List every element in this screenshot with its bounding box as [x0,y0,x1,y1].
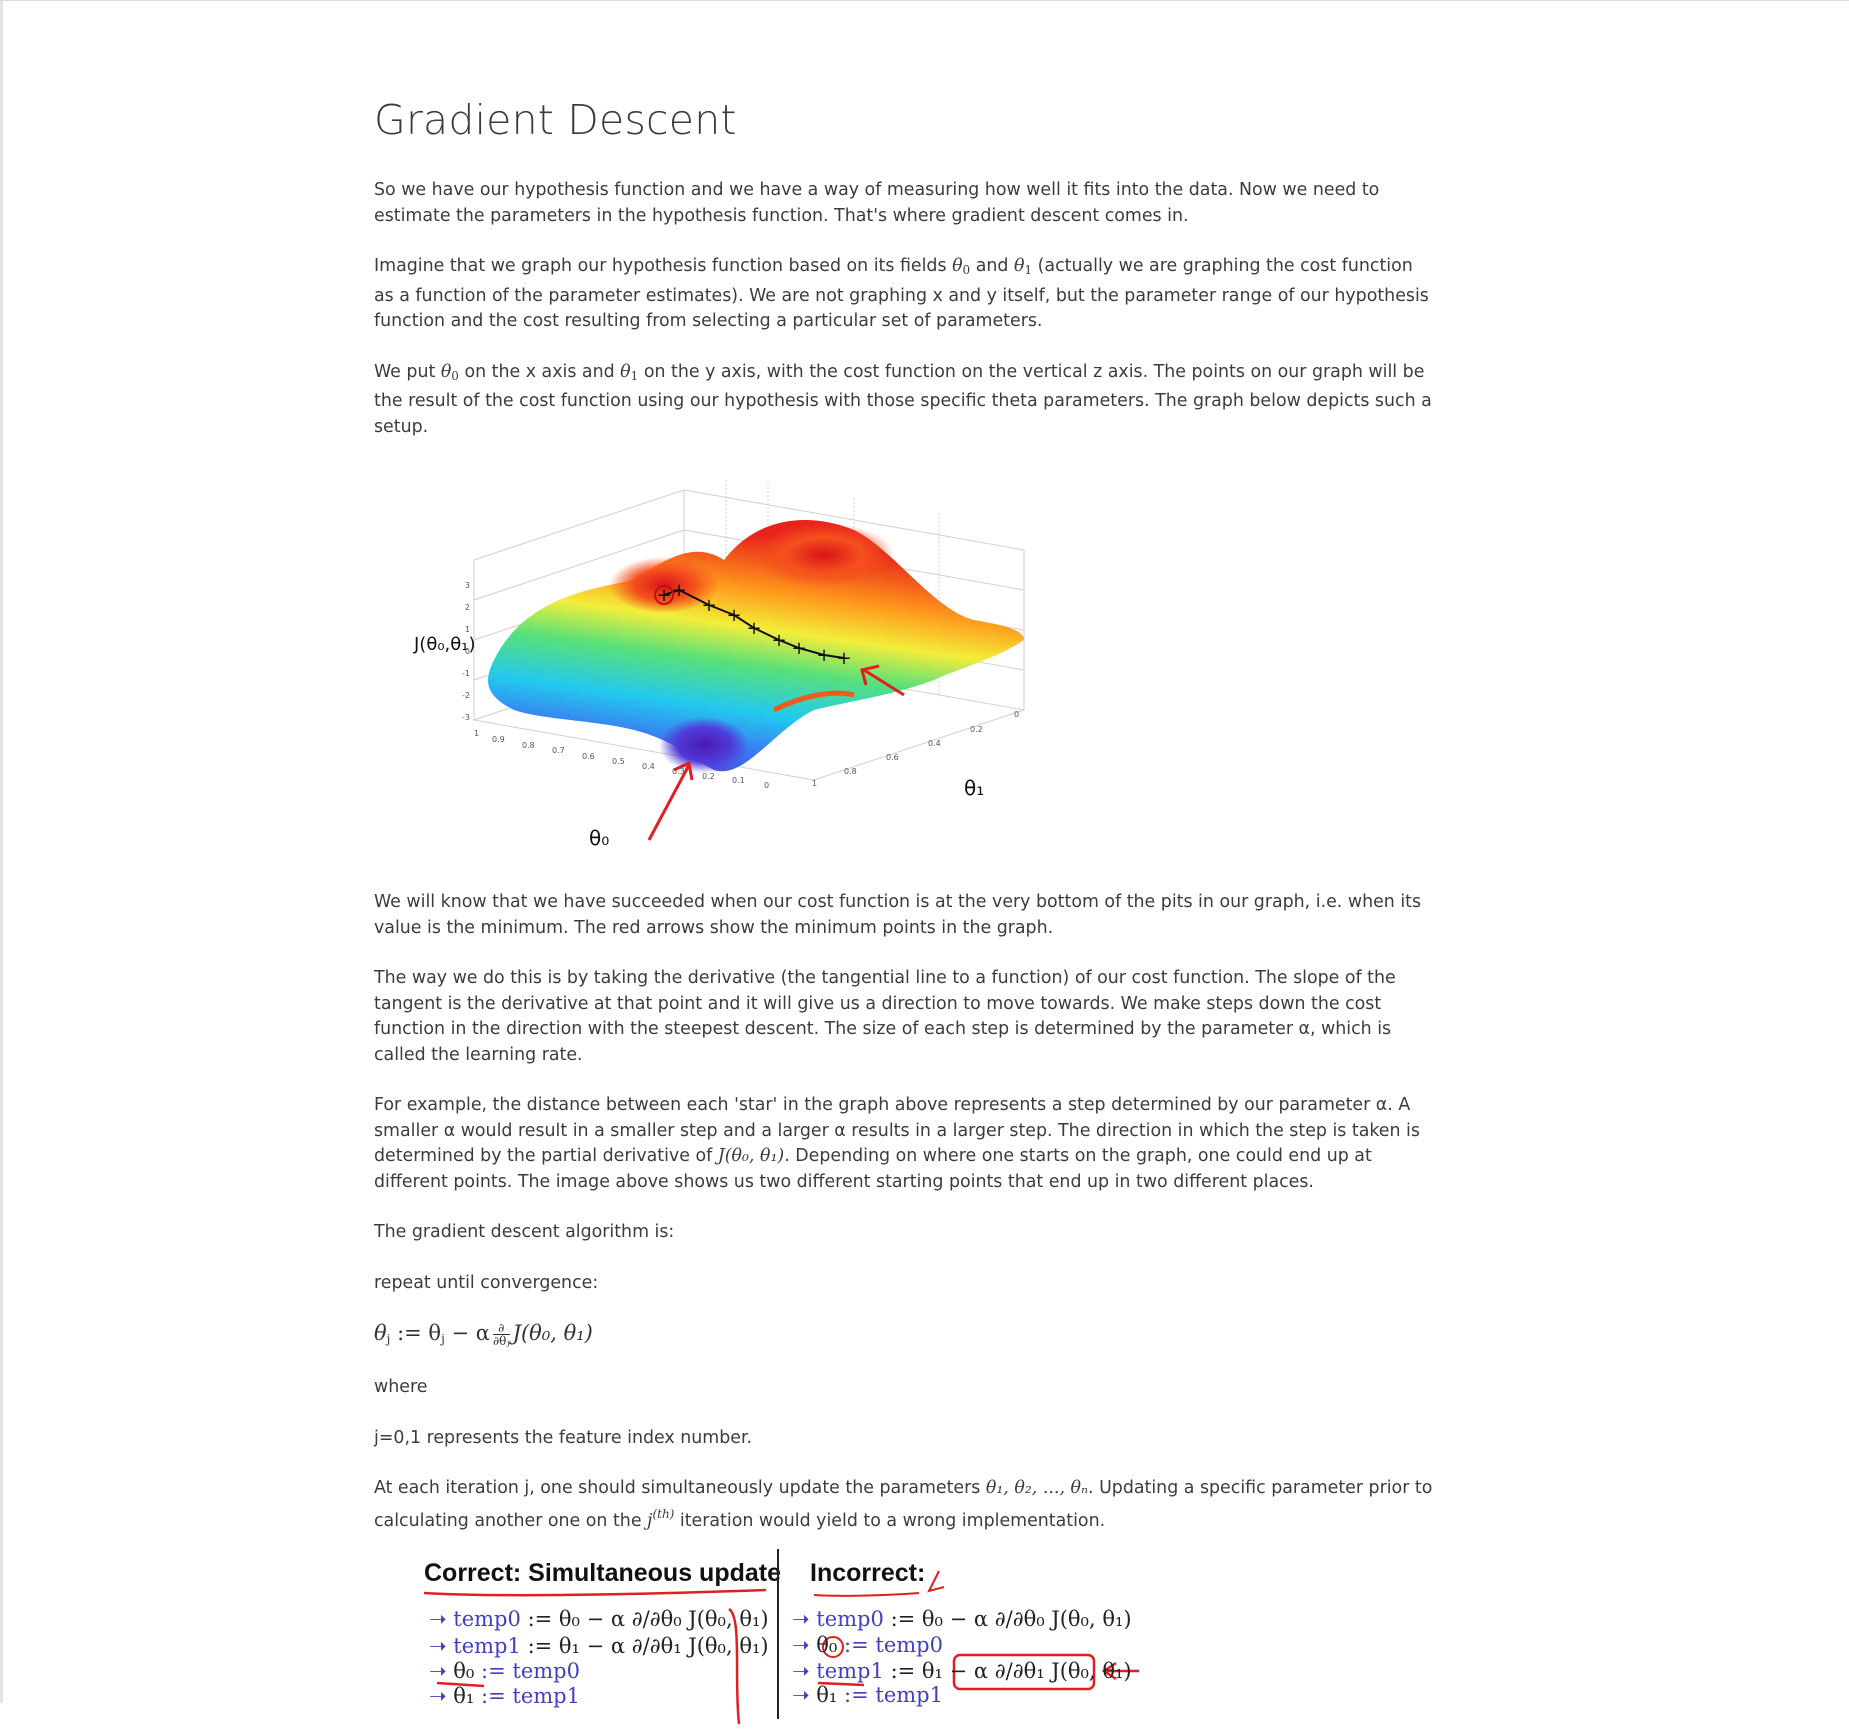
correct-title: Correct: Simultaneous update [424,1559,781,1587]
svg-text:0.2: 0.2 [970,725,983,734]
descent-star-markers: + ++ +++ + + + [656,580,851,669]
svg-text:-2: -2 [462,691,470,700]
svg-text:-3: -3 [462,713,470,722]
x-axis-label: θ₀ [589,826,609,850]
correct-line-theta1: ➝ θ₁ := temp1 [429,1684,580,1708]
svg-text:0.6: 0.6 [582,752,595,761]
update-rule-formula: θj := θj − α ∂ ∂θⱼ J(θ₀, θ₁) [374,1321,593,1348]
svg-text:0.3: 0.3 [672,767,685,776]
svg-text:-1: -1 [462,669,470,678]
svg-text:0: 0 [764,781,769,790]
page-top-edge [0,0,1849,1]
svg-text:0.1: 0.1 [732,776,745,785]
svg-text:0.4: 0.4 [928,739,941,748]
handwritten-annotations [423,1570,1139,1725]
paragraph-axes: We put θ0 on the x axis and θ1 on the y … [374,361,1432,437]
svg-text:0.5: 0.5 [612,757,625,766]
paragraph-feature-index: j=0,1 represents the feature index numbe… [374,1427,753,1448]
svg-text:0.2: 0.2 [702,772,715,781]
svg-text:+: + [701,595,716,616]
y-axis-ticks: 1 0.8 0.6 0.4 0.2 0 [812,710,1019,788]
page-title: Gradient Descent [374,96,737,144]
page-left-edge [0,0,3,1703]
cost-surface-figure: + + + + + + + + + J(θ₀,θ₁) θ₀ θ₁ 3 2 1 0 -1 -2… [374,476,1074,880]
z-axis-label: J(θ₀,θ₁) [413,634,476,655]
simultaneous-update-figure: Correct: Simultaneous update Incorrect: … [374,1549,1154,1734]
paragraph-derivative: The way we do this is by taking the deri… [374,968,1396,1065]
x-axis-ticks: 1 0.9 0.8 0.7 0.6 0.5 0.4 0.3 0.2 0.1 0 [474,729,769,790]
correct-line-temp0: ➝ temp0 := θ₀ − α ∂/∂θ₀ J(θ₀, θ₁) [429,1607,769,1631]
svg-text:+: + [771,630,786,651]
svg-text:+: + [671,580,686,601]
svg-text:0.8: 0.8 [844,767,857,776]
svg-text:1: 1 [465,625,470,634]
svg-text:0: 0 [465,647,470,656]
cost-surface-plot: + ++ +++ + + + J(θ₀,θ₁) θ₀ θ₁ 3 2 1 0 -1 -2… [413,476,1025,850]
svg-text:3: 3 [465,581,470,590]
paragraph-repeat: repeat until convergence: [374,1272,599,1293]
svg-text:0.4: 0.4 [642,762,655,771]
incorrect-line-temp0: ➝ temp0 := θ₀ − α ∂/∂θ₀ J(θ₀, θ₁) [792,1607,1132,1631]
y-axis-label: θ₁ [964,776,984,800]
svg-text:+: + [656,585,671,606]
paragraph-intro: So we have our hypothesis function and w… [374,180,1380,226]
column-divider [777,1549,779,1719]
z-axis-ticks: 3 2 1 0 -1 -2 -3 [462,581,470,722]
svg-text:+: + [836,648,851,669]
svg-text:+: + [726,605,741,626]
cost-surface [488,520,1024,773]
incorrect-line-theta0: ➝ θ₀ := temp0 [792,1633,943,1657]
paragraph-algorithm-intro: The gradient descent algorithm is: [374,1222,675,1242]
svg-text:+: + [746,618,761,639]
svg-text:1: 1 [474,729,479,738]
article-content: Gradient Descent So we have our hypothes… [374,96,1434,1734]
incorrect-line-temp1: ➝ temp1 := θ₁ − α ∂/∂θ₁ J(θ₀, θ₁) [792,1659,1132,1683]
svg-text:0.9: 0.9 [492,735,505,744]
minimum-red-arrows [647,664,905,841]
svg-text:2: 2 [465,603,470,612]
paragraph-where: where [374,1377,428,1397]
incorrect-line-theta1: ➝ θ₁ := temp1 [792,1683,943,1707]
correct-line-temp1: ➝ temp1 := θ₁ − α ∂/∂θ₁ J(θ₀, θ₁) [429,1634,769,1658]
gradient-descent-path [654,585,845,659]
svg-text:0.7: 0.7 [552,746,565,755]
paragraph-simultaneous: At each iteration j, one should simultan… [374,1478,1433,1531]
paragraph-minimum: We will know that we have succeeded when… [374,892,1422,938]
svg-text:0.8: 0.8 [522,741,535,750]
svg-text:1: 1 [812,779,817,788]
svg-text:0.6: 0.6 [886,753,899,762]
incorrect-title: Incorrect: [810,1559,926,1587]
svg-text:+: + [816,645,831,666]
svg-text:+: + [791,638,806,659]
paragraph-step-size: For example, the distance between each '… [374,1095,1420,1192]
correct-line-theta0: ➝ θ₀ := temp0 [429,1659,580,1683]
paragraph-graph-fields: Imagine that we graph our hypothesis fun… [374,256,1429,331]
svg-text:0: 0 [1014,710,1019,719]
